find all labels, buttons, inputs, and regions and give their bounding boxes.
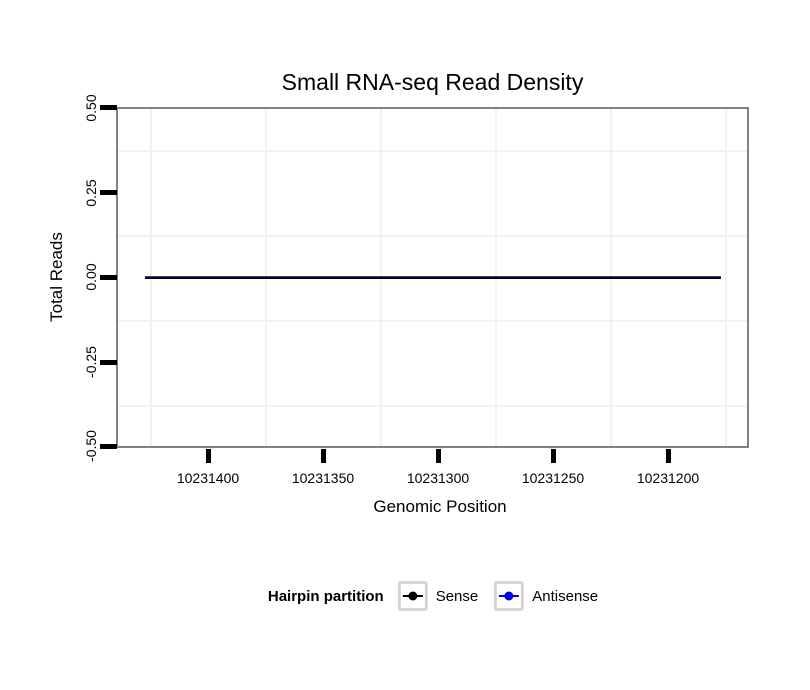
legend-key-sense: [397, 581, 428, 611]
x-axis-title: Genomic Position: [373, 497, 507, 516]
y-tick-label: -0.25: [83, 346, 99, 378]
minor-gridline-vertical: [725, 109, 727, 446]
antisense-point-icon: [504, 591, 514, 601]
minor-gridline-horizontal: [118, 320, 747, 322]
y-axis-tick: [100, 105, 117, 110]
legend-key-antisense: [494, 581, 525, 611]
minor-gridline-horizontal: [118, 405, 747, 407]
series-line-sense-antisense: [145, 276, 721, 279]
x-axis-tick: [206, 449, 211, 463]
y-tick-label: 0.25: [83, 179, 99, 207]
chart-title: Small RNA-seq Read Density: [281, 69, 584, 95]
legend-title: Hairpin partition: [267, 587, 384, 605]
x-tick-label: 10231250: [521, 470, 585, 486]
y-axis-tick: [100, 190, 117, 195]
legend-label-antisense: Antisense: [532, 587, 599, 605]
legend-label-sense: Sense: [435, 587, 479, 605]
minor-gridline-horizontal: [118, 235, 747, 237]
x-axis-tick: [666, 449, 671, 463]
x-axis-tick: [321, 449, 326, 463]
x-tick-label: 10231350: [291, 470, 355, 486]
sense-point-icon: [408, 591, 418, 601]
minor-gridline-horizontal: [118, 150, 747, 152]
y-axis-tick: [100, 360, 117, 365]
y-axis-tick: [100, 444, 117, 449]
y-axis-tick: [100, 275, 117, 280]
y-tick-label: 0.50: [83, 94, 99, 122]
legend: Hairpin partition Sense Antisense: [268, 581, 614, 611]
x-axis-tick: [436, 449, 441, 463]
y-tick-label: -0.50: [83, 430, 99, 462]
y-axis-title: Total Reads: [47, 232, 66, 322]
x-tick-label: 10231200: [636, 470, 700, 486]
x-tick-label: 10231300: [406, 470, 470, 486]
x-axis-tick: [551, 449, 556, 463]
x-tick-label: 10231400: [176, 470, 240, 486]
y-tick-label: 0.00: [83, 263, 99, 291]
